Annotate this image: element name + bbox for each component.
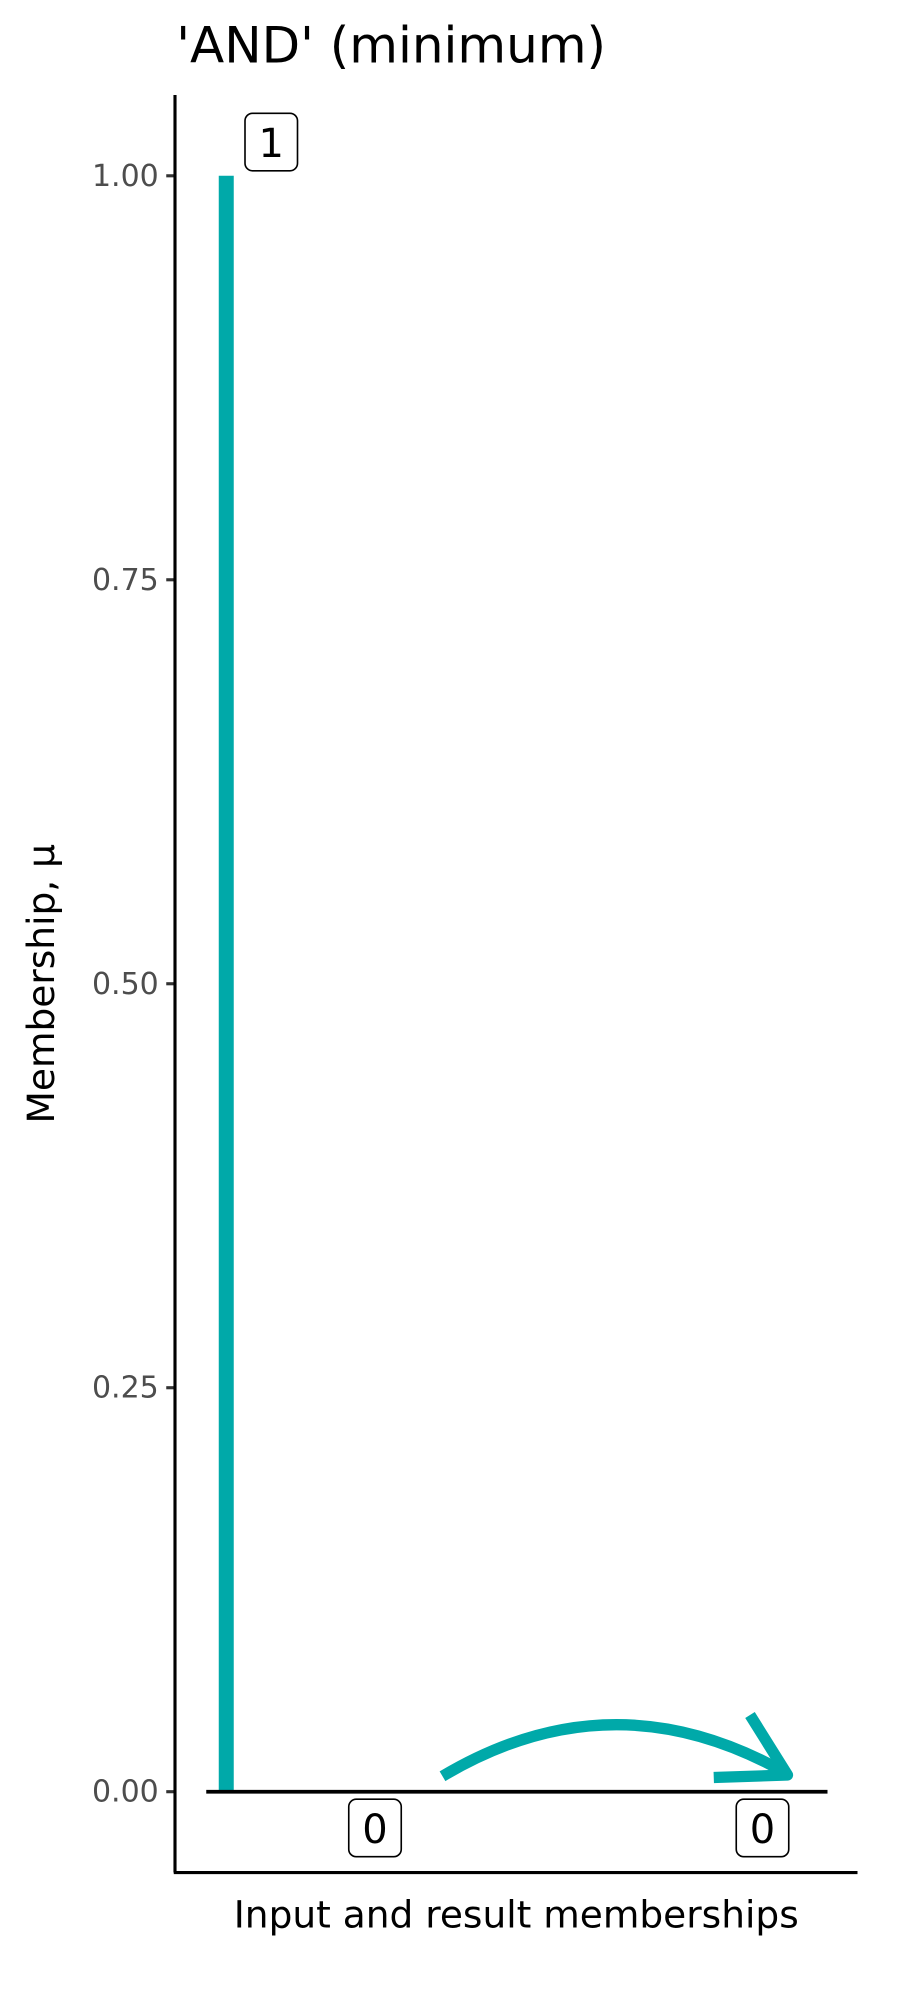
input-a-label-box (244, 112, 299, 172)
arrow-head (713, 1712, 794, 1784)
y-tick-label: 0.50 (92, 967, 159, 1002)
y-tick-label: 0.25 (92, 1371, 159, 1406)
x-axis-title: Input and result memberships (234, 1893, 799, 1937)
y-tick-label: 0.75 (92, 563, 159, 598)
plot-marks: 1 0 0 (206, 112, 828, 1858)
input-b-label-box (347, 1798, 403, 1858)
result-label-text: 0 (750, 1807, 775, 1853)
input-b-label-text: 0 (362, 1807, 387, 1853)
y-tick-label: 1.00 (92, 159, 159, 194)
y-tick-label: 0.00 (92, 1775, 159, 1810)
input-a-label-text: 1 (259, 121, 284, 167)
result-label: 0 (735, 1798, 790, 1858)
input-a-label: 1 (244, 112, 299, 172)
chart-title: 'AND' (minimum) (176, 17, 606, 75)
arrow-curve (439, 1719, 788, 1782)
y-axis-ticks: 0.00 0.25 0.50 0.75 1.00 (92, 159, 175, 1810)
result-label-box (735, 1798, 790, 1858)
input-b-label: 0 (347, 1798, 403, 1858)
y-axis-title: Membership, μ (19, 844, 63, 1123)
